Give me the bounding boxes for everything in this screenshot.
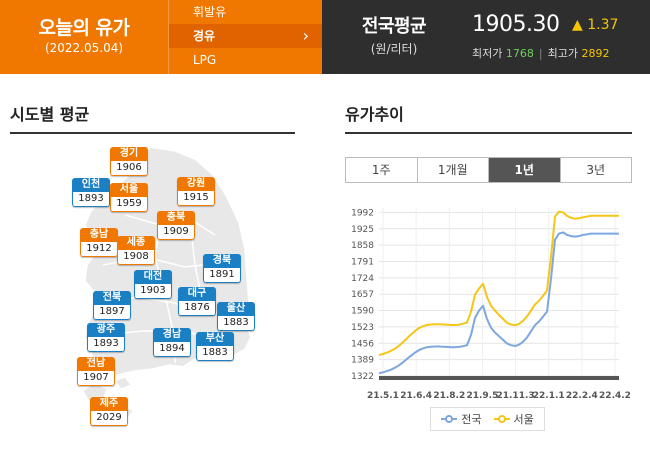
region-chungnam[interactable]: 충남 1912 [80, 228, 118, 257]
y-tick-label: 1322 [351, 372, 374, 382]
x-tick-label: 21.8.2 [433, 391, 465, 401]
x-tick-label: 22.2.4 [566, 391, 598, 401]
min-value: 1768 [505, 47, 534, 60]
section-divider [345, 132, 632, 134]
max-label: 최고가 [547, 47, 578, 60]
average-price: 1905.30 [472, 12, 560, 37]
legend-label: 전국 [461, 413, 482, 426]
series-line-national [378, 231, 619, 375]
fuel-type-tabs: 휘발유 경유 › LPG [168, 0, 323, 74]
price-change: ▲ 1.37 [572, 17, 619, 33]
y-tick-label: 1858 [351, 241, 374, 251]
max-value: 2892 [581, 47, 610, 60]
region-incheon[interactable]: 인천 1893 [72, 178, 110, 207]
price-trend-title: 유가추이 [345, 105, 404, 124]
legend-label: 서울 [513, 413, 534, 426]
tab-1-year[interactable]: 1년 [489, 158, 561, 182]
y-tick-label: 1791 [351, 257, 374, 267]
legend-marker-icon [493, 414, 510, 424]
page-title: 오늘의 유가 [38, 17, 130, 39]
period-tabs: 1주 1개월 1년 3년 [345, 157, 632, 183]
date-label: (2022.05.04) [44, 41, 124, 55]
national-average-label: 전국평균 [361, 16, 427, 37]
y-tick-label: 1724 [351, 274, 374, 284]
top-bar: 오늘의 유가 (2022.05.04) 휘발유 경유 › LPG 전국평균 (원/… [0, 0, 650, 74]
region-sejong[interactable]: 세종 1908 [117, 236, 155, 265]
min-max-prices: 최저가 1768 | 최고가 2892 [472, 45, 609, 61]
x-tick-label: 22.1.1 [533, 391, 565, 401]
tab-1-month[interactable]: 1개월 [417, 158, 489, 182]
y-tick-label: 1456 [351, 339, 374, 349]
section-divider [10, 132, 295, 134]
regional-average-title: 시도별 평균 [10, 105, 90, 124]
x-tick-label: 21.11.3 [496, 391, 534, 401]
legend-marker-icon [441, 414, 458, 424]
y-tick-label: 1523 [351, 323, 374, 333]
today-price-box: 오늘의 유가 (2022.05.04) [0, 0, 168, 74]
region-daegu[interactable]: 대구 1876 [178, 287, 216, 316]
tab-diesel[interactable]: 경유 › [169, 24, 323, 48]
x-tick-label: 22.4.2 [599, 391, 631, 401]
region-chungbuk[interactable]: 충북 1909 [157, 211, 195, 240]
x-tick-label: 21.9.5 [466, 391, 498, 401]
chevron-right-icon: › [302, 26, 309, 45]
tab-gasoline[interactable]: 휘발유 [193, 5, 227, 19]
legend-item-seoul[interactable]: 서울 [493, 411, 534, 427]
divider: | [538, 47, 543, 60]
series-line-seoul [378, 210, 619, 356]
y-tick-label: 1389 [351, 356, 374, 366]
x-tick-label: 21.5.1 [367, 391, 399, 401]
x-tick-label: 21.6.4 [400, 391, 432, 401]
region-gwangju[interactable]: 광주 1893 [87, 323, 125, 352]
tab-lpg[interactable]: LPG [193, 53, 217, 67]
region-gangwon[interactable]: 강원 1915 [177, 177, 215, 206]
y-tick-label: 1992 [351, 208, 374, 218]
national-average-panel: 전국평균 (원/리터) 1905.30 ▲ 1.37 최저가 1768 | 최고가 … [322, 0, 650, 74]
price-trend-chart: 1322 1389 1456 1523 1590 1657 1724 1791 1858 1925… [351, 208, 631, 401]
unit-label: (원/리터) [370, 42, 418, 56]
region-busan[interactable]: 부산 1883 [196, 332, 234, 361]
region-ulsan[interactable]: 울산 1883 [217, 302, 255, 331]
region-daejeon[interactable]: 대전 1903 [134, 270, 172, 299]
tab-1-week[interactable]: 1주 [346, 158, 418, 182]
region-seoul[interactable]: 서울 1959 [110, 183, 148, 212]
region-gyeonggi[interactable]: 경기 1906 [110, 147, 148, 176]
y-tick-label: 1590 [351, 307, 374, 317]
legend-item-national[interactable]: 전국 [441, 411, 482, 427]
region-gyeongbuk[interactable]: 경북 1891 [203, 254, 241, 283]
region-jeonnam[interactable]: 전남 1907 [77, 357, 115, 386]
region-gyeongnam[interactable]: 경남 1894 [153, 328, 191, 357]
chart-legend: 전국 서울 [430, 407, 545, 431]
y-tick-label: 1925 [351, 225, 374, 235]
region-jeonbuk[interactable]: 전북 1897 [93, 291, 131, 320]
tab-3-years[interactable]: 3년 [560, 158, 631, 182]
x-axis-baseline [379, 376, 619, 380]
min-label: 최저가 [472, 47, 503, 60]
y-tick-label: 1657 [351, 290, 374, 300]
region-jeju[interactable]: 제주 2029 [90, 397, 128, 426]
